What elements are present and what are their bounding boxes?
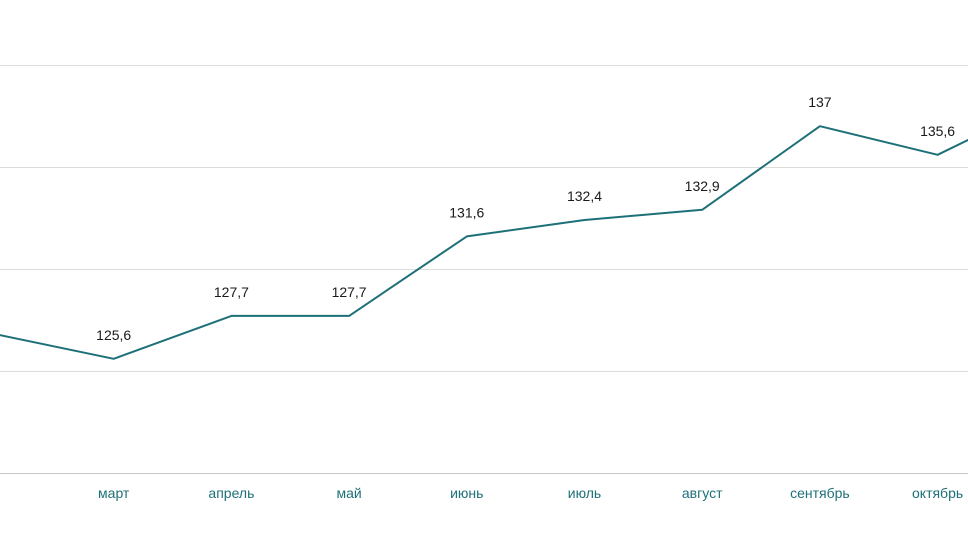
x-tick-label: сентябрь xyxy=(790,485,850,501)
series-line xyxy=(0,125,968,360)
x-tick-label: октябрь xyxy=(912,485,963,501)
x-tick-label: март xyxy=(98,485,130,501)
data-label: 132,4 xyxy=(567,188,602,204)
data-label: 127,7 xyxy=(332,284,367,300)
data-labels: 125,6 127,7 127,7 131,6 132,4 132,9 137 135,6 xyxy=(96,94,955,343)
series-layer xyxy=(0,125,968,360)
data-label: 132,9 xyxy=(685,178,720,194)
data-label: 131,6 xyxy=(449,204,484,220)
x-tick-label: апрель xyxy=(208,485,254,501)
data-label: 135,6 xyxy=(920,123,955,139)
x-tick-label: июль xyxy=(568,485,601,501)
data-label: 127,7 xyxy=(214,284,249,300)
x-tick-label: май xyxy=(336,485,361,501)
x-axis-ticks: март апрель май июнь июль август сентябрь октяб… xyxy=(98,485,963,501)
x-tick-label: август xyxy=(682,485,723,501)
x-tick-label: июнь xyxy=(450,485,483,501)
gridlines xyxy=(0,65,968,474)
data-label: 137 xyxy=(808,94,832,110)
data-label: 125,6 xyxy=(96,327,131,343)
